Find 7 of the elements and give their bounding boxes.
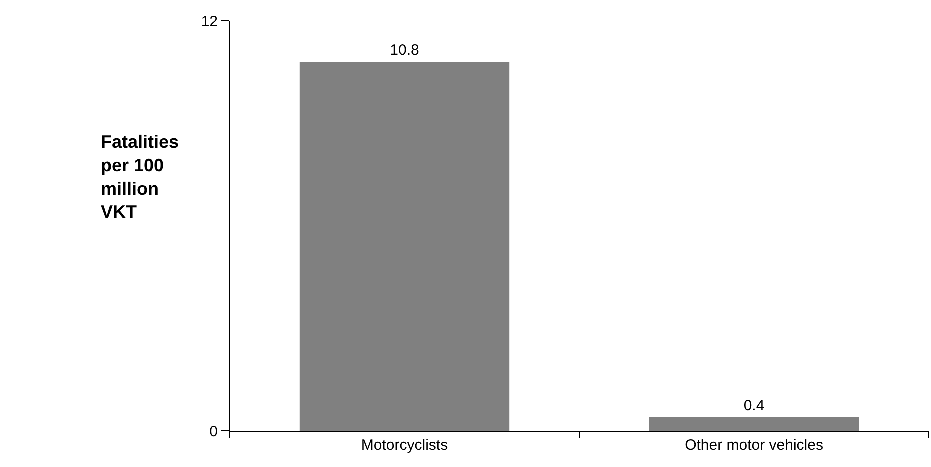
y-tick-label: 12 bbox=[201, 13, 218, 30]
data-label: 0.4 bbox=[744, 397, 765, 414]
y-axis-title: Fatalities per 100 million VKT bbox=[101, 132, 180, 222]
y-tick-label: 0 bbox=[210, 423, 218, 440]
x-tick-label: Other motor vehicles bbox=[685, 437, 824, 454]
x-tick-label: Motorcyclists bbox=[361, 437, 448, 454]
data-label: 10.8 bbox=[390, 42, 420, 59]
